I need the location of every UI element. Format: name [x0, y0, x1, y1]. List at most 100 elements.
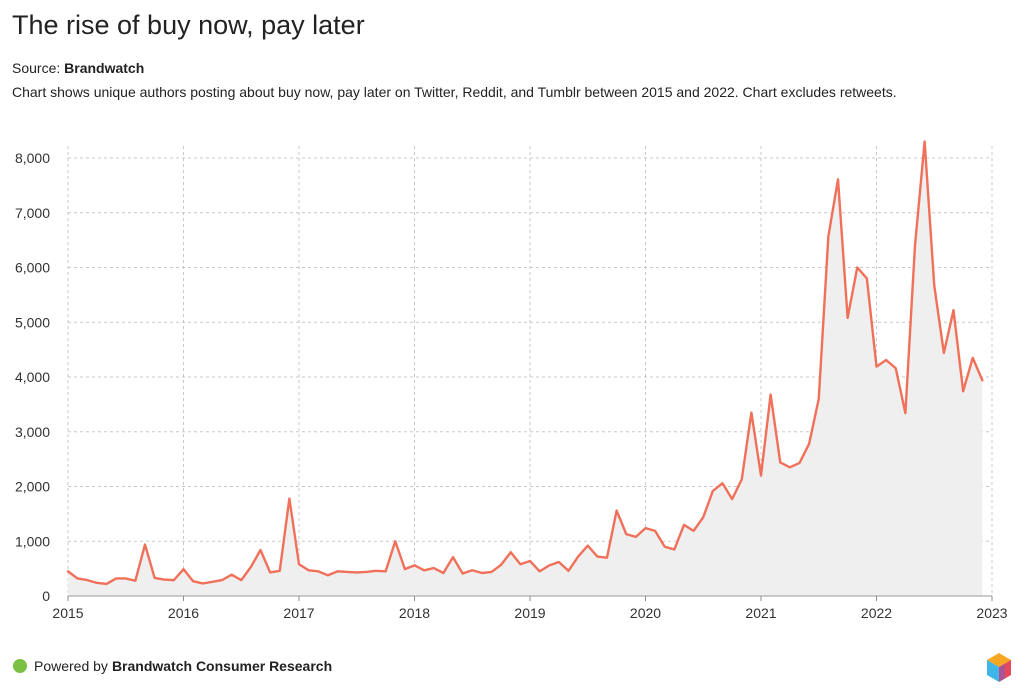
- series-line: [66, 140, 984, 586]
- x-tick-label: 2022: [861, 605, 892, 621]
- data-point: [221, 579, 223, 581]
- data-point: [414, 564, 416, 566]
- x-tick-label: 2018: [399, 605, 430, 621]
- data-point: [67, 570, 69, 572]
- chart-title: The rise of buy now, pay later: [12, 10, 365, 40]
- area-chart: 0 1,000 2,000 3,000 4,000 5,000 6,000 7,000 8,00…: [15, 140, 1008, 621]
- data-point: [837, 178, 839, 180]
- source-line: Source: Brandwatch: [12, 60, 144, 76]
- data-point: [779, 461, 781, 463]
- data-point: [722, 482, 724, 484]
- data-point: [279, 570, 281, 572]
- data-point: [529, 560, 531, 562]
- green-dot-icon: [13, 659, 27, 673]
- data-point: [972, 357, 974, 359]
- data-point: [471, 569, 473, 571]
- data-point: [885, 359, 887, 361]
- data-point: [288, 498, 290, 500]
- data-point: [173, 579, 175, 581]
- data-point: [260, 549, 262, 551]
- y-tick-label: 2,000: [15, 479, 50, 495]
- data-point: [847, 317, 849, 319]
- y-tick-label: 0: [42, 588, 50, 604]
- data-point: [481, 572, 483, 574]
- data-point: [404, 568, 406, 570]
- data-point: [827, 235, 829, 237]
- data-point: [702, 516, 704, 518]
- powered-label: Powered by: [34, 658, 108, 674]
- data-point: [510, 551, 512, 553]
- data-point: [953, 309, 955, 311]
- data-point: [423, 569, 425, 571]
- data-point: [664, 546, 666, 548]
- data-point: [789, 466, 791, 468]
- data-point: [337, 570, 339, 572]
- y-tick-label: 3,000: [15, 424, 50, 440]
- data-point: [587, 545, 589, 547]
- data-point: [741, 478, 743, 480]
- footer: Powered by Brandwatch Consumer Research: [13, 658, 332, 674]
- data-point: [86, 579, 88, 581]
- data-point: [548, 564, 550, 566]
- data-point: [77, 577, 79, 579]
- data-point: [308, 569, 310, 571]
- data-point: [799, 462, 801, 464]
- data-point: [144, 544, 146, 546]
- data-point: [693, 530, 695, 532]
- data-point: [673, 548, 675, 550]
- x-tick-label: 2017: [283, 605, 314, 621]
- data-point: [876, 366, 878, 368]
- data-point: [981, 379, 983, 381]
- data-point: [943, 352, 945, 354]
- data-point: [375, 570, 377, 572]
- data-point: [250, 566, 252, 568]
- data-point: [202, 582, 204, 584]
- data-point: [365, 571, 367, 573]
- data-point: [962, 390, 964, 392]
- data-point: [645, 527, 647, 529]
- y-tick-label: 7,000: [15, 205, 50, 221]
- data-point: [596, 556, 598, 558]
- data-point: [269, 571, 271, 573]
- data-point: [106, 583, 108, 585]
- data-point: [558, 561, 560, 563]
- data-point: [183, 568, 185, 570]
- data-point: [914, 245, 916, 247]
- data-point: [750, 412, 752, 414]
- data-point: [818, 398, 820, 400]
- source-name: Brandwatch: [64, 60, 145, 76]
- y-tick-label: 5,000: [15, 314, 50, 330]
- data-point: [895, 367, 897, 369]
- data-point: [356, 571, 358, 573]
- brandwatch-logo-icon: [987, 653, 1011, 682]
- x-tick-label: 2016: [168, 605, 199, 621]
- data-point: [317, 570, 319, 572]
- data-point: [635, 536, 637, 538]
- data-point: [856, 267, 858, 269]
- data-point: [385, 570, 387, 572]
- data-point: [500, 564, 502, 566]
- data-point: [462, 573, 464, 575]
- data-point: [211, 581, 213, 583]
- y-tick-label: 4,000: [15, 369, 50, 385]
- data-point: [192, 580, 194, 582]
- y-tick-label: 6,000: [15, 260, 50, 276]
- series-area: [68, 141, 983, 596]
- data-point: [625, 533, 627, 535]
- data-point: [760, 475, 762, 477]
- data-point: [134, 580, 136, 582]
- data-point: [442, 572, 444, 574]
- x-tick-label: 2019: [514, 605, 545, 621]
- data-point: [163, 579, 165, 581]
- data-point: [924, 141, 926, 143]
- data-point: [240, 579, 242, 581]
- chart-description: Chart shows unique authors posting about…: [12, 84, 897, 100]
- data-point: [866, 277, 868, 279]
- data-point: [115, 577, 117, 579]
- data-point: [327, 574, 329, 576]
- data-point: [394, 540, 396, 542]
- data-point: [346, 571, 348, 573]
- powered-name: Brandwatch Consumer Research: [111, 658, 333, 674]
- x-tick-label: 2015: [52, 605, 83, 621]
- y-tick-label: 1,000: [15, 533, 50, 549]
